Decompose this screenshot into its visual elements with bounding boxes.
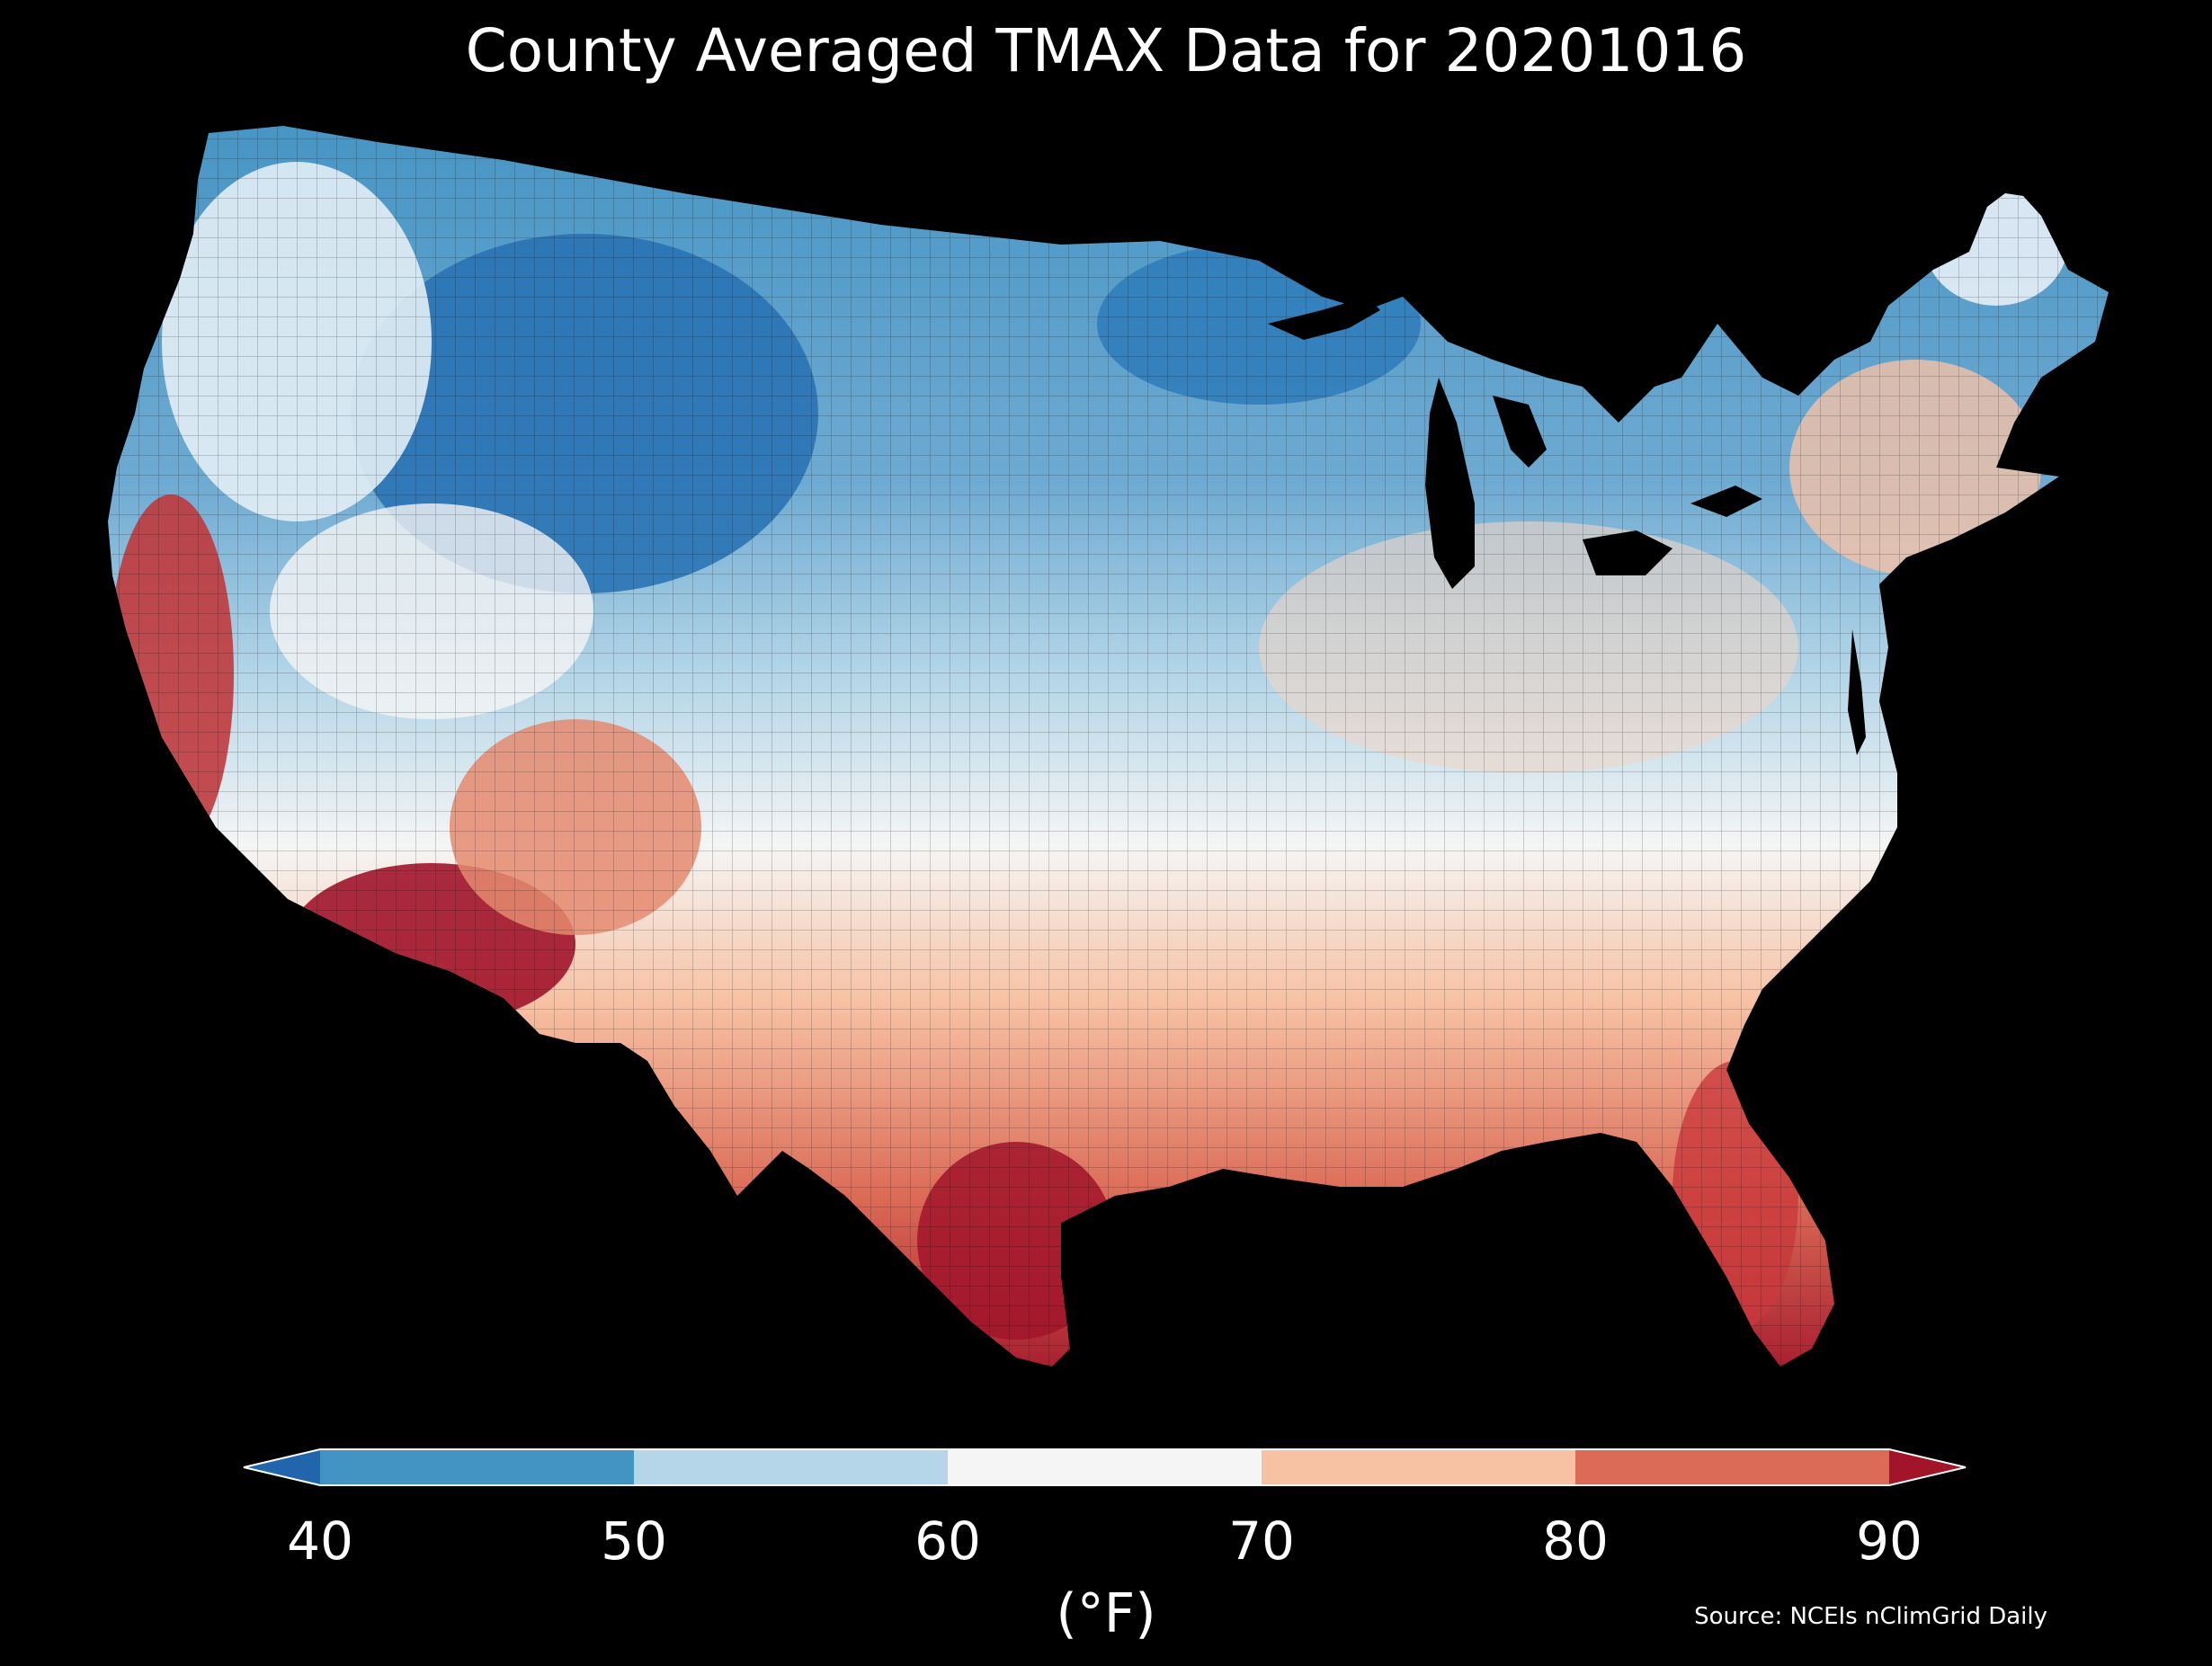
colorbar-tick: 60 [914,1510,981,1572]
colorbar-bin [634,1449,948,1485]
colorbar-bin [1262,1449,1575,1485]
colorbar-tick: 70 [1228,1510,1295,1572]
colorbar-tick: 80 [1542,1510,1609,1572]
colorbar-tick: 90 [1856,1510,1922,1572]
colorbar-bin [1575,1449,1889,1485]
colorbar-unit-label: (°F) [1056,1582,1156,1645]
colorbar-bin [948,1449,1262,1485]
colorbar-tick: 50 [601,1510,667,1572]
colorbar-extend-high [1889,1449,1966,1485]
colorbar-bin [320,1449,634,1485]
map-title: County Averaged TMAX Data for 20201016 [465,16,1747,85]
colorbar-extend-low [244,1449,320,1485]
colorbar-tick: 40 [287,1510,353,1572]
source-note: Source: NCEIs nClimGrid Daily [1694,1603,2047,1630]
colorbar-outline [243,1448,1967,1486]
